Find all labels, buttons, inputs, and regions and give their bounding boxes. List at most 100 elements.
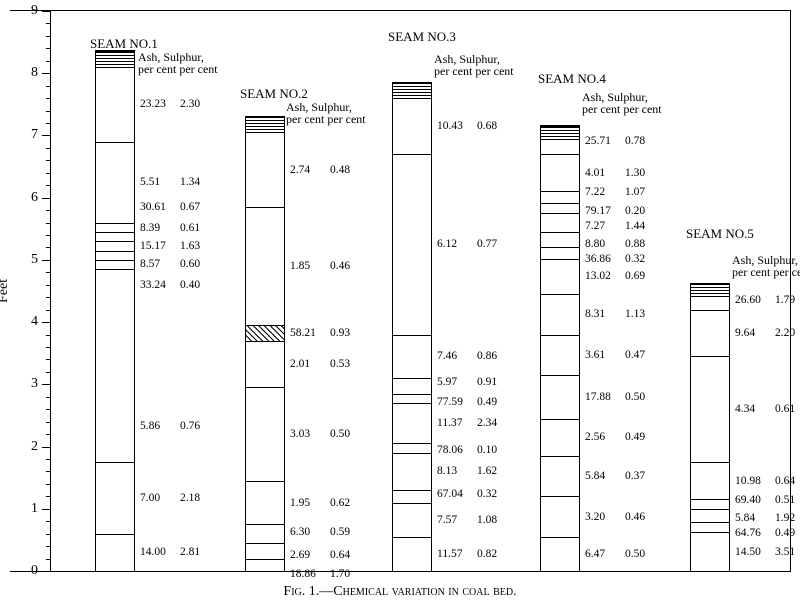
sulphur-value: 2.30 [180, 98, 210, 110]
sulphur-value: 1.44 [625, 220, 655, 232]
ash-value: 17.88 [585, 391, 615, 403]
seam-layer [246, 559, 284, 572]
ash-value: 26.60 [735, 294, 765, 306]
layer-values: 30.610.67 [140, 201, 210, 213]
ash-value: 7.00 [140, 492, 170, 504]
seam-layer [541, 456, 579, 497]
sulphur-value: 1.08 [477, 514, 507, 526]
sulphur-value: 0.59 [330, 526, 360, 538]
sulphur-value: 1.07 [625, 186, 655, 198]
ash-value: 78.06 [437, 444, 467, 456]
seam-layer [691, 509, 729, 524]
layer-values: 6.300.59 [290, 526, 360, 538]
layer-values: 4.011.30 [585, 167, 655, 179]
y-tick [42, 135, 50, 136]
seam-layer [246, 543, 284, 560]
seam-layer [393, 403, 431, 444]
y-tick-label: 5 [31, 252, 38, 268]
y-tick [42, 198, 50, 199]
seam-layer [691, 356, 729, 463]
layer-values: 13.020.69 [585, 270, 655, 282]
seam-layer [96, 142, 134, 224]
y-tick-label: 4 [31, 314, 38, 330]
sulphur-value: 0.86 [477, 350, 507, 362]
ash-value: 14.00 [140, 546, 170, 558]
layer-values: 7.271.44 [585, 220, 655, 232]
seam-column: 10.430.686.120.777.460.865.970.9177.590.… [392, 82, 432, 571]
sulphur-value: 0.46 [625, 511, 655, 523]
ash-value: 2.69 [290, 549, 320, 561]
seam-title: SEAM NO.4 [538, 71, 606, 87]
seam-layer [393, 154, 431, 335]
seam-layer [541, 419, 579, 457]
sulphur-value: 0.62 [330, 497, 360, 509]
ash-value: 77.59 [437, 396, 467, 408]
layer-values: 77.590.49 [437, 396, 507, 408]
layer-values: 2.740.48 [290, 164, 360, 176]
ash-value: 5.51 [140, 176, 170, 188]
sulphur-value: 2.18 [180, 492, 210, 504]
layer-values: 3.030.50 [290, 428, 360, 440]
seam-layer [393, 503, 431, 538]
sulphur-value: 0.78 [625, 135, 655, 147]
sulphur-value: 0.64 [775, 475, 800, 487]
seam-layer [541, 154, 579, 192]
seam-layer [393, 490, 431, 503]
y-tick-label: 2 [31, 439, 38, 455]
seam-layer [96, 269, 134, 463]
seam-layer [541, 537, 579, 572]
layer-values: 5.841.92 [735, 512, 800, 524]
seam-layer [393, 378, 431, 395]
ash-value: 67.04 [437, 488, 467, 500]
ash-value: 10.98 [735, 475, 765, 487]
seam-layer [246, 117, 284, 134]
seam-layer [393, 335, 431, 380]
ash-value: 8.80 [585, 238, 615, 250]
y-tick-label: 9 [31, 3, 38, 19]
seam-layer [541, 259, 579, 295]
ash-value: 7.22 [585, 186, 615, 198]
sulphur-value: 0.46 [330, 260, 360, 272]
y-tick [42, 384, 50, 385]
sulphur-value: 0.64 [330, 549, 360, 561]
seam-layer [246, 325, 284, 342]
layer-values: 78.060.10 [437, 444, 507, 456]
layer-values: 14.002.81 [140, 546, 210, 558]
layer-values: 67.040.32 [437, 488, 507, 500]
header-unit: per cent [623, 102, 661, 116]
layer-values: 2.69 0.64 [290, 549, 360, 561]
layer-values: 7.46 0.86 [437, 350, 507, 362]
layer-values: 1.950.62 [290, 497, 360, 509]
y-tick-label: 3 [31, 376, 38, 392]
ash-value: 7.46 [437, 350, 467, 362]
sulphur-value: 0.77 [477, 238, 507, 250]
seam-layer [691, 532, 729, 572]
layer-values: 2.560.49 [585, 431, 655, 443]
y-tick [42, 322, 50, 323]
seam-layer [541, 335, 579, 376]
layer-values: 69.400.51 [735, 494, 800, 506]
seam-layer [96, 534, 134, 572]
sulphur-value: 0.20 [625, 205, 655, 217]
coal-bed-chart: Feet 0123456789 SEAM NO.1Ash, Sulphur,pe… [10, 10, 791, 572]
layer-values: 14.503.51 [735, 546, 800, 558]
sulphur-value: 1.30 [625, 167, 655, 179]
seam-layer [246, 387, 284, 481]
seam-layer [246, 207, 284, 326]
ash-value: 2.56 [585, 431, 615, 443]
layer-values: 8.390.61 [140, 222, 210, 234]
layer-values: 5.840.37 [585, 470, 655, 482]
ash-value: 5.84 [585, 470, 615, 482]
seam-layer [96, 67, 134, 143]
layer-values: 5.860.76 [140, 420, 210, 432]
layer-values: 6.470.50 [585, 548, 655, 560]
ash-value: 7.57 [437, 514, 467, 526]
sulphur-value: 0.69 [625, 270, 655, 282]
sulphur-value: 0.50 [625, 391, 655, 403]
ash-value: 23.23 [140, 98, 170, 110]
seam-layer [541, 213, 579, 233]
layer-values: 3.200.46 [585, 511, 655, 523]
layer-values: 8.800.88 [585, 238, 655, 250]
layer-values: 36.860.32 [585, 253, 655, 265]
seam-layer [541, 232, 579, 249]
